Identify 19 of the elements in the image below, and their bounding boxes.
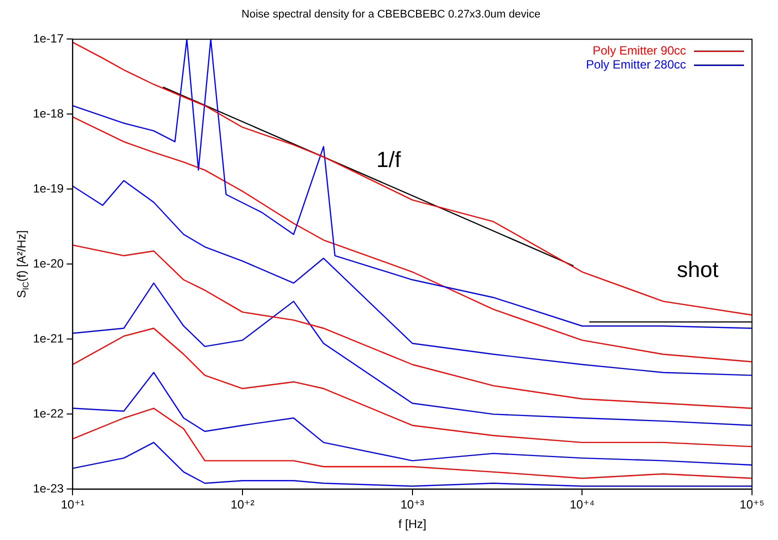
x-tick-label: 10⁺³: [400, 498, 424, 512]
y-tick-label: 1e-18: [32, 106, 64, 121]
y-tick-label: 1e-21: [32, 332, 64, 346]
annotation: 1/f: [376, 146, 402, 172]
annotation: shot: [676, 257, 718, 282]
y-axis-title: SIC(f) [A²/Hz]: [14, 230, 31, 298]
x-tick-label: 10⁺²: [230, 498, 254, 512]
x-tick-label: 10⁺⁴: [570, 498, 595, 512]
y-tick-label: 1e-19: [32, 182, 64, 196]
y-tick-label: 1e-17: [32, 32, 64, 46]
legend-label: Poly Emitter 90cc: [592, 44, 686, 58]
chart-title: Noise spectral density for a CBEBCBEBC 0.27x3.0um device: [242, 8, 540, 21]
x-axis-title: f [Hz]: [398, 517, 426, 532]
y-tick-label: 1e-22: [32, 406, 64, 421]
y-tick-label: 1e-23: [32, 482, 64, 496]
x-tick-label: 10⁺⁵: [740, 498, 764, 512]
y-tick-label: 1e-20: [32, 256, 64, 271]
x-tick-label: 10⁺¹: [60, 498, 85, 512]
legend-label: Poly Emitter 280cc: [586, 58, 686, 72]
